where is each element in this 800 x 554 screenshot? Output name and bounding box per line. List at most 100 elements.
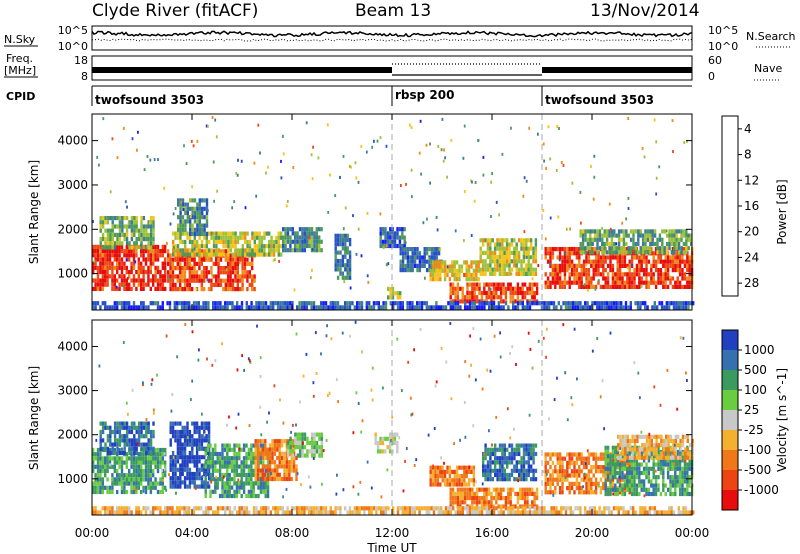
velocity-cell — [200, 442, 204, 447]
velocity-cell — [195, 455, 199, 460]
velocity-cell — [266, 485, 270, 490]
velocity-cell — [483, 487, 486, 492]
power-cell — [656, 241, 659, 247]
velocity-cell — [534, 477, 538, 482]
power-cell — [663, 229, 666, 234]
velocity-cell — [318, 432, 321, 437]
power-cell — [628, 284, 631, 289]
power-cell — [147, 282, 150, 287]
velocity-cell — [147, 464, 150, 469]
power-cell — [128, 241, 131, 246]
power-cell — [109, 241, 112, 246]
power-cell — [322, 305, 325, 310]
velocity-cell — [142, 456, 145, 461]
power-cell — [658, 250, 662, 255]
power-cell — [229, 282, 232, 287]
power-scatter-cell — [379, 212, 382, 216]
velocity-cell — [486, 464, 490, 469]
power-cell — [540, 301, 544, 306]
velocity-cell — [463, 465, 466, 470]
velocity-cell — [205, 438, 208, 443]
power-cell — [184, 244, 187, 249]
power-cell — [341, 305, 344, 310]
power-cell — [231, 278, 235, 283]
velocity-cell — [121, 450, 124, 456]
power-cell — [399, 268, 402, 273]
power-cell — [116, 237, 119, 242]
velocity-cell — [526, 487, 529, 492]
power-cell — [685, 237, 688, 242]
velocity-cell — [573, 465, 576, 470]
velocity-cell — [271, 455, 274, 461]
power-cell — [96, 286, 100, 291]
power-cell — [435, 301, 438, 306]
power-cell — [650, 268, 653, 273]
power-cell — [589, 241, 592, 247]
velocity-cell — [221, 477, 224, 482]
power-cell — [668, 241, 671, 247]
power-cell — [621, 284, 624, 289]
velocity-cell — [575, 486, 579, 491]
power-cell — [573, 276, 576, 281]
power-cell — [142, 224, 146, 229]
velocity-cell — [130, 456, 133, 461]
power-cell — [448, 268, 452, 273]
velocity-cell — [513, 464, 516, 469]
power-cell — [251, 261, 254, 266]
velocity-cell — [498, 464, 502, 469]
power-cell — [377, 305, 380, 310]
velocity-cell — [463, 469, 466, 474]
velocity-cell — [223, 485, 227, 490]
velocity-cell — [216, 451, 219, 457]
velocity-cell — [503, 472, 506, 478]
velocity-cell — [485, 487, 488, 492]
power-cell — [492, 305, 496, 310]
velocity-cell — [161, 481, 164, 486]
power-cell — [108, 265, 112, 270]
power-cell — [585, 255, 588, 260]
power-cell — [617, 229, 621, 234]
power-scatter-cell — [422, 221, 425, 225]
power-cell — [111, 237, 114, 242]
velocity-cell — [285, 476, 289, 482]
velocity-cell — [108, 485, 112, 490]
power-cell — [320, 248, 323, 253]
power-cell — [416, 247, 419, 252]
velocity-cell — [203, 425, 206, 430]
power-cell — [137, 278, 140, 283]
velocity-cell — [288, 468, 291, 473]
velocity-cell — [156, 489, 160, 495]
velocity-cell — [288, 472, 291, 477]
velocity-cell — [152, 429, 155, 435]
power-cell — [487, 282, 491, 287]
velocity-cell — [106, 485, 109, 490]
power-cell — [624, 301, 628, 306]
velocity-cell — [518, 468, 521, 473]
power-cell — [477, 277, 480, 282]
power-cell — [156, 282, 160, 287]
velocity-cell — [268, 464, 272, 469]
power-cell — [585, 272, 588, 277]
velocity-cell — [313, 449, 316, 454]
velocity-cell — [285, 439, 289, 444]
power-cell — [475, 295, 479, 300]
power-cell — [193, 274, 196, 279]
power-cell — [198, 252, 201, 257]
power-cell — [210, 252, 213, 257]
power-cell — [442, 305, 445, 310]
power-cell — [308, 301, 311, 306]
velocity-cell — [480, 496, 484, 501]
power-cell — [489, 263, 492, 268]
power-cell — [125, 305, 128, 310]
velocity-cell — [245, 481, 248, 486]
velocity-cell — [491, 451, 494, 457]
velocity-cell — [621, 483, 624, 488]
power-cell — [680, 301, 683, 306]
power-cell — [171, 266, 175, 271]
velocity-cell — [145, 442, 148, 447]
velocity-cell — [209, 472, 212, 478]
velocity-cell — [216, 485, 219, 490]
power-cell — [431, 264, 435, 269]
power-cell — [666, 263, 670, 268]
power-cell — [188, 301, 191, 306]
